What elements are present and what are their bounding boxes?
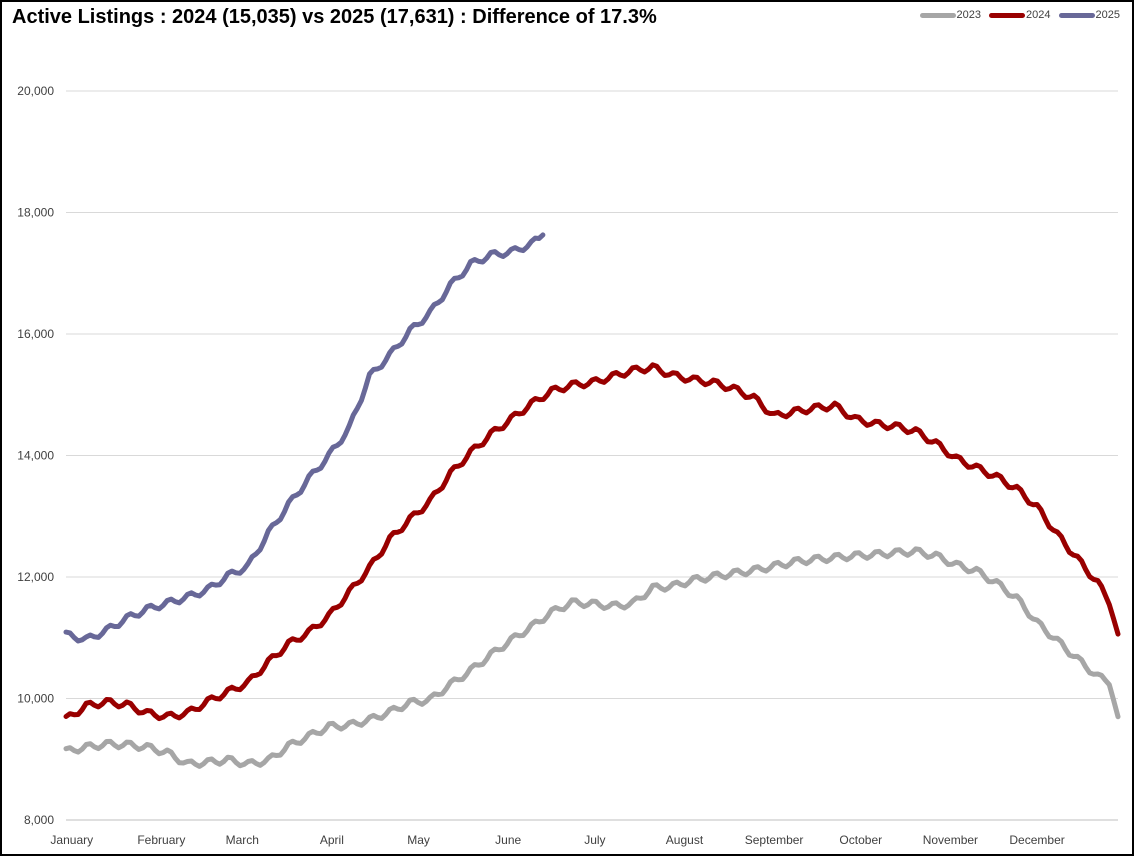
series-line-2025 [63, 232, 546, 644]
x-tick-label: October [839, 833, 882, 847]
legend-item-2024: 2024 [989, 9, 1051, 21]
x-tick-label: July [584, 833, 605, 847]
y-tick-label: 8,000 [24, 813, 54, 827]
y-tick-label: 12,000 [17, 570, 54, 584]
x-tick-label: December [1009, 833, 1064, 847]
x-tick-label: August [666, 833, 704, 847]
y-tick-label: 18,000 [17, 206, 54, 220]
chart-legend: 2023 2024 2025 [919, 9, 1120, 21]
x-tick-label: February [137, 833, 185, 847]
x-tick-label: March [226, 833, 259, 847]
x-tick-label: June [495, 833, 521, 847]
series-line-2023 [63, 546, 1121, 769]
legend-label-2024: 2024 [1026, 9, 1051, 21]
chart-title: Active Listings : 2024 (15,035) vs 2025 … [12, 6, 657, 28]
legend-item-2023: 2023 [919, 9, 982, 21]
x-tick-label: April [320, 833, 344, 847]
x-tick-label: May [407, 833, 430, 847]
series-line-2024 [63, 362, 1121, 722]
legend-swatch-2024 [989, 12, 1026, 18]
x-tick-label: September [745, 833, 804, 847]
y-tick-label: 16,000 [17, 327, 54, 341]
legend-item-2025: 2025 [1058, 9, 1120, 21]
x-tick-label: January [50, 833, 93, 847]
x-tick-label: November [923, 833, 978, 847]
legend-label-2025: 2025 [1095, 9, 1120, 21]
y-tick-label: 10,000 [17, 692, 54, 706]
legend-swatch-2025 [1058, 12, 1095, 18]
legend-label-2023: 2023 [956, 9, 982, 21]
y-tick-label: 20,000 [17, 84, 54, 98]
y-tick-label: 14,000 [17, 449, 54, 463]
legend-swatch-2023 [919, 12, 956, 18]
